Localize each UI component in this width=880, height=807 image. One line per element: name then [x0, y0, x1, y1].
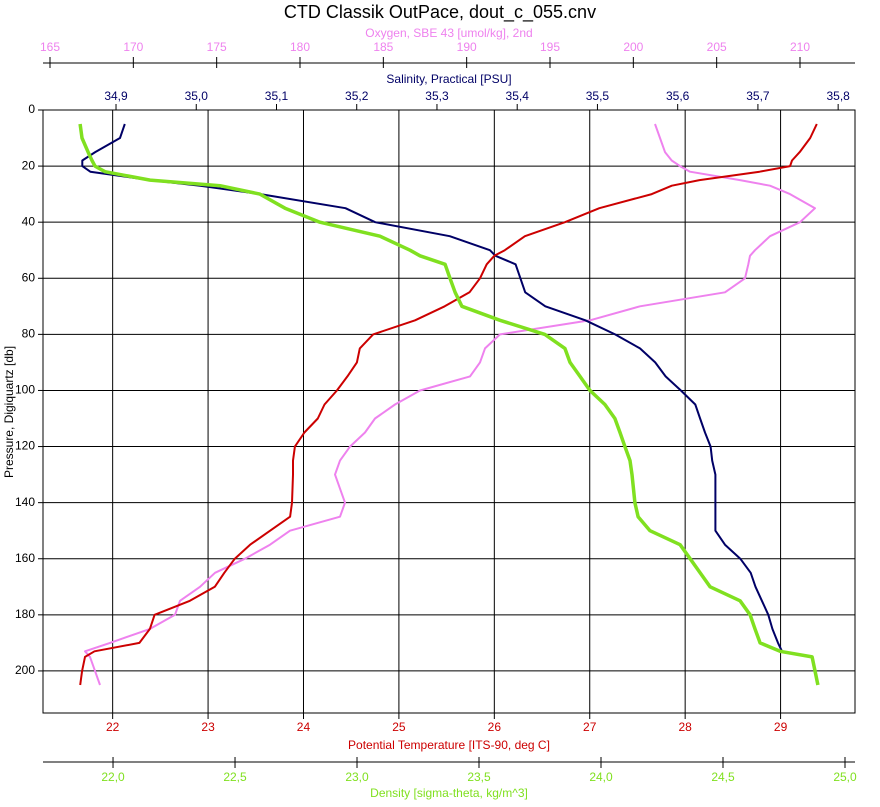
y-tick-label: 120	[15, 439, 35, 453]
y-tick-label: 180	[15, 607, 35, 621]
x-tick-label: 210	[790, 40, 810, 54]
plot-frame	[42, 109, 856, 714]
profile-line	[78, 123, 820, 686]
x-tick-label: 185	[373, 40, 393, 54]
x-tick-label: 175	[207, 40, 227, 54]
y-tick-label: 20	[22, 158, 36, 172]
x-tick-label: 22,0	[101, 770, 125, 784]
x-tick-label: 35,3	[425, 89, 449, 103]
x-tick-label: 27	[583, 720, 597, 734]
y-tick-label: 40	[22, 214, 36, 228]
x-tick-label: 23,5	[467, 770, 491, 784]
x-tick-label: 35,0	[185, 89, 209, 103]
x-tick-label: 35,1	[265, 89, 289, 103]
x-tick-label: 24,5	[711, 770, 735, 784]
x-tick-label: 35,7	[746, 89, 770, 103]
x-tick-label: 35,4	[506, 89, 530, 103]
x-tick-label: 28	[678, 720, 692, 734]
x-tick-label: 170	[123, 40, 143, 54]
profile-line	[84, 123, 816, 686]
y-tick-label: 80	[22, 327, 36, 341]
x-tick-label: 24	[297, 720, 311, 734]
x-tick-label: 205	[707, 40, 727, 54]
profile-line	[79, 123, 818, 686]
x-tick-label: 165	[40, 40, 60, 54]
x-axis-title: Potential Temperature [ITS-90, deg C]	[348, 738, 550, 752]
x-tick-label: 22,5	[223, 770, 247, 784]
x-tick-label: 34,9	[104, 89, 128, 103]
x-tick-label: 35,2	[345, 89, 369, 103]
x-tick-label: 180	[290, 40, 310, 54]
x-tick-label: 190	[457, 40, 477, 54]
x-tick-label: 23,0	[345, 770, 369, 784]
x-tick-label: 35,5	[586, 89, 610, 103]
x-tick-label: 200	[623, 40, 643, 54]
x-tick-label: 35,6	[666, 89, 690, 103]
y-tick-label: 160	[15, 551, 35, 565]
x-tick-label: 29	[774, 720, 788, 734]
x-tick-label: 195	[540, 40, 560, 54]
y-axis-title: Pressure, Digiquartz [db]	[2, 346, 16, 478]
y-tick-label: 140	[15, 495, 35, 509]
x-tick-label: 23	[201, 720, 215, 734]
y-tick-label: 60	[22, 270, 36, 284]
x-tick-label: 22	[106, 720, 120, 734]
y-tick-label: 200	[15, 663, 35, 677]
x-tick-label: 26	[488, 720, 502, 734]
x-axis-title: Density [sigma-theta, kg/m^3]	[370, 786, 528, 800]
x-tick-label: 35,8	[826, 89, 850, 103]
x-tick-label: 25,0	[833, 770, 857, 784]
chart-title: CTD Classik OutPace, dout_c_055.cnv	[284, 2, 596, 23]
x-axis-title: Salinity, Practical [PSU]	[386, 72, 511, 86]
y-tick-label: 0	[28, 102, 35, 116]
y-tick-label: 100	[15, 383, 35, 397]
x-axis-title: Oxygen, SBE 43 [umol/kg], 2nd	[365, 26, 532, 40]
x-tick-label: 24,0	[589, 770, 613, 784]
x-tick-label: 25	[392, 720, 406, 734]
